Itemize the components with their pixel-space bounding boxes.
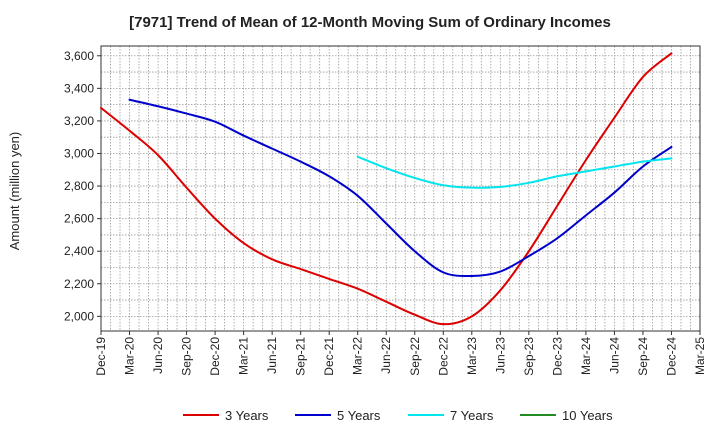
x-tick-label: Jun-21 xyxy=(265,337,279,374)
y-tick-label: 2,600 xyxy=(64,212,94,226)
y-tick-label: 2,800 xyxy=(64,179,94,193)
y-tick-label: 2,200 xyxy=(64,277,94,291)
plot-background xyxy=(101,46,700,331)
x-tick-label: Dec-21 xyxy=(322,337,336,376)
x-tick-label: Dec-22 xyxy=(436,337,450,376)
series-line-5-years xyxy=(128,98,673,278)
x-tick-label: Mar-22 xyxy=(351,337,365,375)
y-tick-label: 2,000 xyxy=(64,309,94,323)
x-tick-label: Sep-22 xyxy=(408,337,422,376)
x-tick-label: Jun-23 xyxy=(493,337,507,374)
x-tick-label: Sep-20 xyxy=(180,337,194,376)
x-tick-label: Jun-20 xyxy=(151,337,165,374)
x-tick-label: Mar-20 xyxy=(123,337,137,375)
legend-label: 10 Years xyxy=(562,408,613,423)
legend-label: 5 Years xyxy=(337,408,381,423)
legend-item-7-years: 7 Years xyxy=(408,408,494,423)
x-tick-label: Jun-22 xyxy=(379,337,393,374)
x-tick-label: Sep-23 xyxy=(522,337,536,376)
x-tick-label: Sep-24 xyxy=(636,337,650,376)
y-tick-label: 2,400 xyxy=(64,244,94,258)
x-tick-label: Dec-24 xyxy=(664,337,678,376)
series-line-7-years xyxy=(356,155,673,189)
chart-title: [7971] Trend of Mean of 12-Month Moving … xyxy=(129,14,611,31)
y-tick-label: 3,600 xyxy=(64,49,94,63)
y-tick-label: 3,000 xyxy=(64,146,94,160)
legend-label: 7 Years xyxy=(450,408,494,423)
x-tick-label: Mar-23 xyxy=(465,337,479,375)
x-tick-label: Mar-25 xyxy=(693,337,707,375)
x-tick-label: Dec-20 xyxy=(208,337,222,376)
y-tick-label: 3,200 xyxy=(64,114,94,128)
legend-item-10-years: 10 Years xyxy=(520,408,613,423)
x-tick-label: Mar-21 xyxy=(237,337,251,375)
x-tick-label: Dec-23 xyxy=(550,337,564,376)
x-tick-label: Jun-24 xyxy=(607,337,621,374)
y-axis-label: Amount (million yen) xyxy=(7,132,22,251)
y-tick-label: 3,400 xyxy=(64,81,94,95)
x-tick-label: Sep-21 xyxy=(294,337,308,376)
plot-border xyxy=(100,45,701,332)
legend-item-5-years: 5 Years xyxy=(295,408,381,423)
x-tick-label: Mar-24 xyxy=(579,337,593,375)
legend-item-3-years: 3 Years xyxy=(183,408,269,423)
x-tick-label: Dec-19 xyxy=(94,337,108,376)
legend-label: 3 Years xyxy=(225,408,269,423)
